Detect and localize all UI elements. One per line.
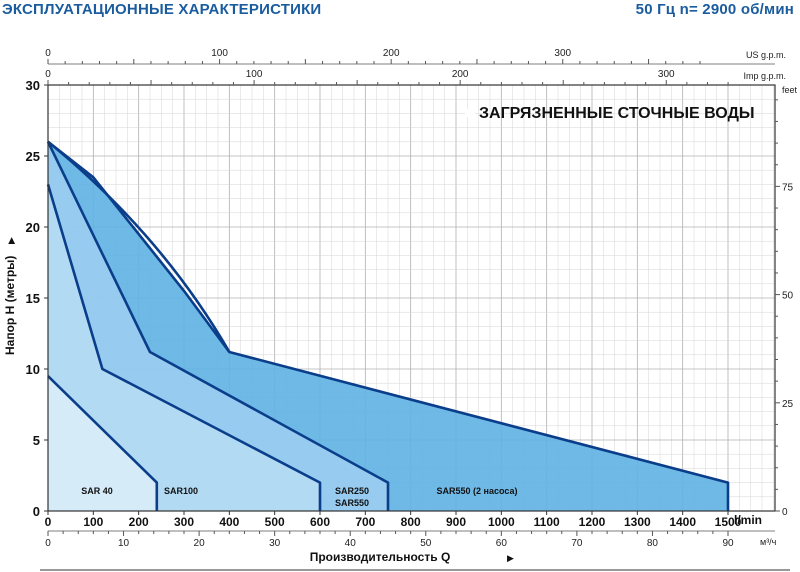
m3h-label: м³/ч bbox=[760, 537, 777, 547]
m3h-tick-label: 10 bbox=[118, 538, 130, 549]
m3h-tick-label: 20 bbox=[194, 538, 206, 549]
us-tick-label: 0 bbox=[45, 48, 51, 59]
x-tick-label: 400 bbox=[219, 515, 239, 529]
y-tick-label: 30 bbox=[26, 78, 40, 93]
y-tick-label: 0 bbox=[33, 504, 40, 519]
bullet-icon bbox=[465, 108, 475, 118]
feet-tick-label: 25 bbox=[782, 399, 794, 410]
imp-tick-label: 300 bbox=[658, 69, 675, 80]
y-tick-label: 15 bbox=[26, 291, 40, 306]
x-tick-label: 1500 bbox=[715, 515, 742, 529]
us-tick-label: 200 bbox=[383, 48, 400, 59]
m3h-tick-label: 40 bbox=[345, 538, 357, 549]
x-tick-label: 300 bbox=[174, 515, 194, 529]
x-tick-label: 600 bbox=[310, 515, 330, 529]
m3h-tick-label: 0 bbox=[45, 538, 51, 549]
imp-gpm-label: Imp g.p.m. bbox=[743, 71, 786, 81]
x-tick-label: 1000 bbox=[488, 515, 515, 529]
m3h-tick-label: 80 bbox=[647, 538, 659, 549]
imp-tick-label: 0 bbox=[45, 69, 51, 80]
imp-tick-label: 200 bbox=[452, 69, 469, 80]
curve-line bbox=[46, 184, 322, 511]
series-label: SAR 40 bbox=[81, 486, 113, 496]
series-label: SAR550 (2 насоса) bbox=[437, 486, 518, 496]
curve-fill bbox=[48, 184, 320, 511]
chart-header-title: ЭКСПЛУАТАЦИОННЫЕ ХАРАКТЕРИСТИКИ bbox=[2, 1, 322, 18]
x-tick-label: 800 bbox=[401, 515, 421, 529]
m3h-tick-label: 60 bbox=[496, 538, 508, 549]
curve-line bbox=[47, 375, 159, 511]
curve-line bbox=[46, 141, 390, 511]
x-axis-label: Производительность Q bbox=[310, 550, 451, 564]
y-axis-label: Напор H (метры) bbox=[3, 256, 17, 355]
imp-tick-label: 100 bbox=[246, 69, 263, 80]
x-tick-label: 1200 bbox=[579, 515, 606, 529]
chart-header-frequency: 50 Гц n= 2900 об/мин bbox=[635, 1, 794, 18]
x-tick-label: 200 bbox=[129, 515, 149, 529]
x-tick-label: 900 bbox=[446, 515, 466, 529]
us-tick-label: 300 bbox=[554, 48, 571, 59]
m3h-tick-label: 50 bbox=[420, 538, 432, 549]
curve-line bbox=[47, 140, 231, 353]
m3h-tick-label: 70 bbox=[571, 538, 583, 549]
x-tick-label: 0 bbox=[45, 515, 52, 529]
curve-areas bbox=[46, 140, 730, 512]
chart-title: ЗАГРЯЗНЕННЫЕ СТОЧНЫЕ ВОДЫ bbox=[479, 105, 755, 122]
feet-tick-label: 50 bbox=[782, 291, 794, 302]
arrow-icon: ▶ bbox=[507, 553, 514, 563]
x-tick-label: 1300 bbox=[624, 515, 651, 529]
curve-line bbox=[47, 140, 730, 511]
labels: ЗАГРЯЗНЕННЫЕ СТОЧНЫЕ ВОДЫ Напор H (метры… bbox=[3, 50, 798, 564]
y-tick-label: 10 bbox=[26, 362, 40, 377]
m3h-tick-label: 30 bbox=[269, 538, 281, 549]
series-label: SAR250 bbox=[335, 486, 369, 496]
feet-tick-label: 0 bbox=[782, 507, 788, 518]
x-tick-label: 500 bbox=[265, 515, 285, 529]
y-tick-label: 20 bbox=[26, 220, 40, 235]
y-tick-label: 5 bbox=[33, 433, 40, 448]
series-label: SAR100 bbox=[164, 486, 198, 496]
series-label: SAR550 bbox=[335, 498, 369, 508]
x-tick-label: 100 bbox=[83, 515, 103, 529]
x-axis-unit: l/min bbox=[734, 513, 762, 527]
x-tick-label: 1100 bbox=[534, 515, 560, 529]
arrow-icon: ▶ bbox=[6, 237, 16, 244]
m3h-tick-label: 90 bbox=[722, 538, 734, 549]
x-tick-label: 1400 bbox=[669, 515, 696, 529]
us-gpm-label: US g.p.m. bbox=[746, 50, 786, 60]
feet-label: feet bbox=[782, 85, 798, 95]
x-tick-label: 700 bbox=[355, 515, 375, 529]
y-tick-label: 25 bbox=[26, 149, 40, 164]
us-tick-label: 100 bbox=[211, 48, 228, 59]
curve-fill bbox=[48, 376, 157, 511]
feet-tick-label: 75 bbox=[782, 182, 794, 193]
